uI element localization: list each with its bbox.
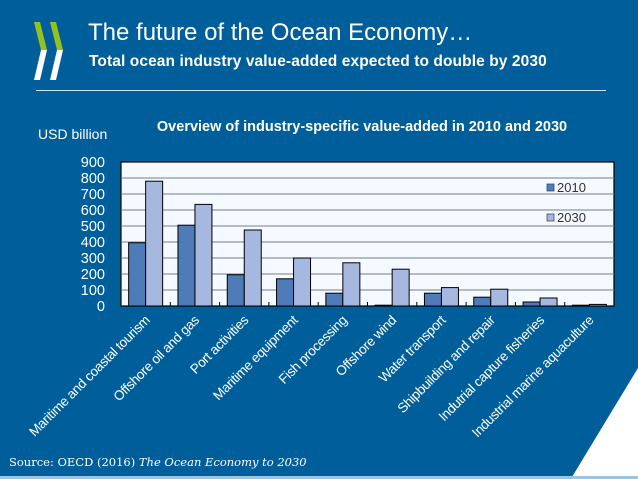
y-tick-label: 100 [81, 283, 105, 299]
bar-2030 [293, 257, 312, 307]
y-axis-label: USD billion [38, 126, 107, 142]
corner-decoration [572, 368, 638, 477]
bar-2010 [226, 274, 245, 307]
bar-2010 [423, 292, 442, 307]
x-tick-label: Maritime equipment [210, 312, 301, 403]
x-tick-label: Offshore oil and gas [110, 312, 202, 404]
logo-chevron-2-white [50, 50, 63, 80]
legend-label-2030: 2030 [557, 210, 586, 225]
bar-2010 [177, 224, 196, 307]
bar-2030 [588, 303, 607, 307]
y-tick-label: 300 [81, 251, 105, 267]
bar-2030 [243, 229, 262, 307]
y-tick-label: 600 [81, 203, 105, 219]
header-divider [36, 90, 606, 91]
slide-subtitle: Total ocean industry value-added expecte… [89, 53, 547, 70]
y-tick-label: 900 [81, 155, 105, 171]
y-tick-label: 0 [97, 299, 105, 315]
logo-chevron-1-white [34, 50, 47, 80]
bottom-strip [0, 476, 638, 479]
legend-swatch-2010 [546, 183, 555, 192]
bar-2030 [342, 262, 361, 307]
y-tick-label: 400 [81, 235, 105, 251]
source-prefix: Source: OECD (2016) [9, 455, 139, 469]
bar-2010 [325, 292, 344, 307]
bar-2010 [128, 242, 147, 307]
bar-2030 [440, 287, 459, 307]
slide-title: The future of the Ocean Economy… [88, 19, 473, 46]
bar-2010 [571, 304, 590, 307]
x-tick-marks [169, 302, 566, 306]
bar-2010 [374, 304, 393, 307]
bar-2030 [194, 203, 213, 307]
y-tick-label: 800 [81, 171, 105, 187]
y-tick-label: 700 [81, 187, 105, 203]
bar-2010 [473, 296, 492, 307]
x-tick-label: Shipbuilding and repair [394, 312, 498, 416]
y-tick-label: 500 [81, 219, 105, 235]
oecd-logo-icon [34, 22, 63, 80]
bars [128, 180, 607, 307]
legend-label-2010: 2010 [557, 180, 586, 195]
bar-2030 [539, 297, 558, 307]
logo-chevron-2-green [50, 22, 63, 50]
bar-2030 [391, 268, 410, 307]
y-tick-label: 200 [81, 267, 105, 283]
bar-2010 [276, 278, 295, 307]
source-note: Source: OECD (2016) The Ocean Economy to… [9, 455, 307, 469]
legend-swatch-2030 [546, 213, 555, 222]
bar-2010 [522, 301, 541, 307]
logo-chevron-1-green [34, 22, 47, 50]
chart-title: Overview of industry-specific value-adde… [157, 119, 567, 135]
bar-2030 [490, 288, 509, 307]
legend: 2010 2030 [546, 180, 586, 225]
source-title: The Ocean Economy to 2030 [138, 455, 307, 469]
bar-2030 [145, 180, 164, 307]
